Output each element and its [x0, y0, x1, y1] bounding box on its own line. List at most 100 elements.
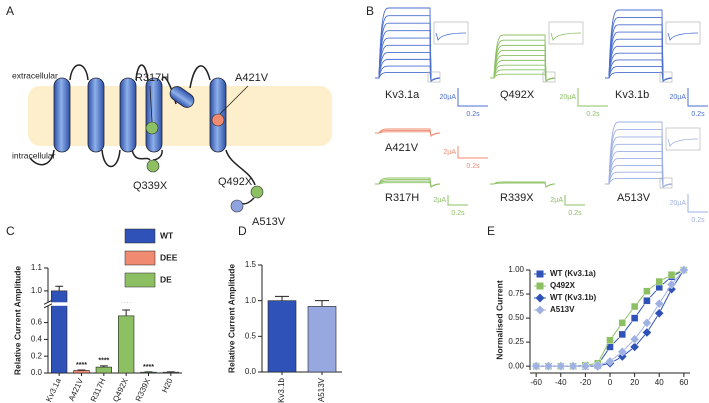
scale-time: 0.2s — [466, 163, 480, 170]
point — [618, 330, 627, 339]
legend-label: A513V — [550, 305, 575, 314]
legend-label: DEE — [160, 252, 178, 262]
panel-label: A — [6, 4, 14, 18]
scale-bar — [564, 195, 585, 206]
x-tick-label: H20 — [160, 376, 175, 394]
zoom-box — [659, 71, 673, 83]
trace — [605, 9, 673, 82]
y-tick-label: 0.25 — [508, 337, 524, 346]
point — [666, 284, 677, 295]
inset-box — [665, 21, 701, 45]
trace — [490, 34, 556, 82]
error-bar — [55, 285, 64, 291]
x-tick-label: 20 — [630, 378, 639, 387]
point — [667, 271, 676, 279]
y-tick-label: 0.50 — [508, 313, 524, 322]
mutation-label: Q339X — [133, 180, 168, 192]
mutation-label: A421V — [235, 72, 269, 84]
axis-break — [43, 302, 177, 306]
trace — [605, 121, 673, 188]
legend-label: DE — [160, 274, 172, 284]
legend-marker — [535, 305, 545, 315]
pointer — [219, 85, 249, 115]
scale-current: 20µA — [670, 94, 687, 101]
mutation-site — [145, 121, 159, 135]
scale-time: 0.2s — [586, 111, 600, 118]
scale-current: 20µA — [440, 94, 457, 101]
point — [617, 346, 628, 357]
scale-time: 0.2s — [691, 217, 705, 224]
trace-label: A513V — [617, 192, 651, 204]
x-tick-label: 40 — [655, 378, 664, 387]
point — [592, 360, 603, 370]
point — [643, 297, 651, 305]
trace-label: Q492X — [500, 89, 535, 101]
y-tick-label: 0.5 — [245, 331, 257, 340]
bar — [267, 300, 297, 373]
inset-box — [433, 21, 469, 45]
topology-diagram: extracellular intracellular R317H A421V … — [12, 64, 332, 228]
bar — [95, 366, 112, 374]
inset-box — [665, 127, 701, 151]
point — [630, 302, 639, 311]
legend-label: Q492X — [550, 281, 576, 290]
trace-label: A421V — [385, 142, 419, 154]
point — [642, 327, 652, 338]
y-tick-label: 0.00 — [508, 361, 524, 370]
x-tick-label: 0 — [608, 378, 613, 387]
point — [642, 318, 652, 328]
point — [543, 361, 554, 371]
break-mark — [43, 303, 53, 309]
scale-bar — [577, 88, 608, 107]
scale-bar — [687, 88, 708, 107]
legend-label: WT (Kv3.1b) — [550, 293, 597, 302]
legend-marker — [536, 270, 544, 278]
point — [629, 342, 640, 352]
x-tick-label: A513V — [317, 377, 326, 402]
point — [580, 361, 591, 371]
point — [618, 319, 627, 327]
x-tick-label: Kv3.1a — [44, 376, 63, 403]
mutation-label: Q492X — [218, 176, 253, 188]
significance-label: **** — [76, 362, 87, 369]
mutation-site — [250, 185, 264, 199]
pointer — [149, 85, 153, 123]
scale-bar — [457, 146, 488, 159]
panel-label: D — [238, 224, 247, 238]
legend-swatch — [124, 250, 156, 266]
bar — [118, 315, 135, 374]
x-tick-label: -60 — [530, 378, 542, 387]
scale-time: 0.2s — [691, 111, 705, 118]
point — [666, 279, 677, 290]
significance-label: **** — [143, 364, 154, 371]
legend-label: WT (Kv3.1a) — [550, 269, 596, 278]
point — [629, 334, 640, 345]
y-tick-label: 1.0 — [31, 286, 43, 295]
zoom-box — [542, 71, 556, 83]
mutation-site — [146, 159, 160, 173]
scale-bar — [457, 88, 488, 107]
point — [679, 265, 689, 275]
legend-label: WT — [160, 230, 174, 240]
point — [655, 277, 663, 286]
point — [605, 356, 615, 367]
inset-trace — [667, 138, 699, 148]
trace — [605, 72, 673, 82]
extracellular-label: extracellular — [12, 70, 58, 80]
y-tick-label: 0.75 — [508, 289, 524, 298]
scale-time: 0.2s — [451, 210, 465, 217]
trace — [375, 177, 441, 188]
trace-label: R339X — [500, 192, 534, 204]
intracellular-label: intracellular — [12, 150, 56, 160]
bar — [73, 370, 90, 374]
x-tick-label: Q492X — [111, 376, 130, 403]
error-bar — [275, 295, 289, 301]
inset-box — [548, 21, 584, 45]
inset-trace — [550, 32, 582, 42]
trace — [605, 178, 673, 188]
mutation-label: R317H — [135, 72, 169, 84]
x-tick-label: -40 — [555, 378, 567, 387]
break-mark — [43, 299, 53, 305]
x-tick-label: Kv3.1b — [277, 377, 286, 402]
